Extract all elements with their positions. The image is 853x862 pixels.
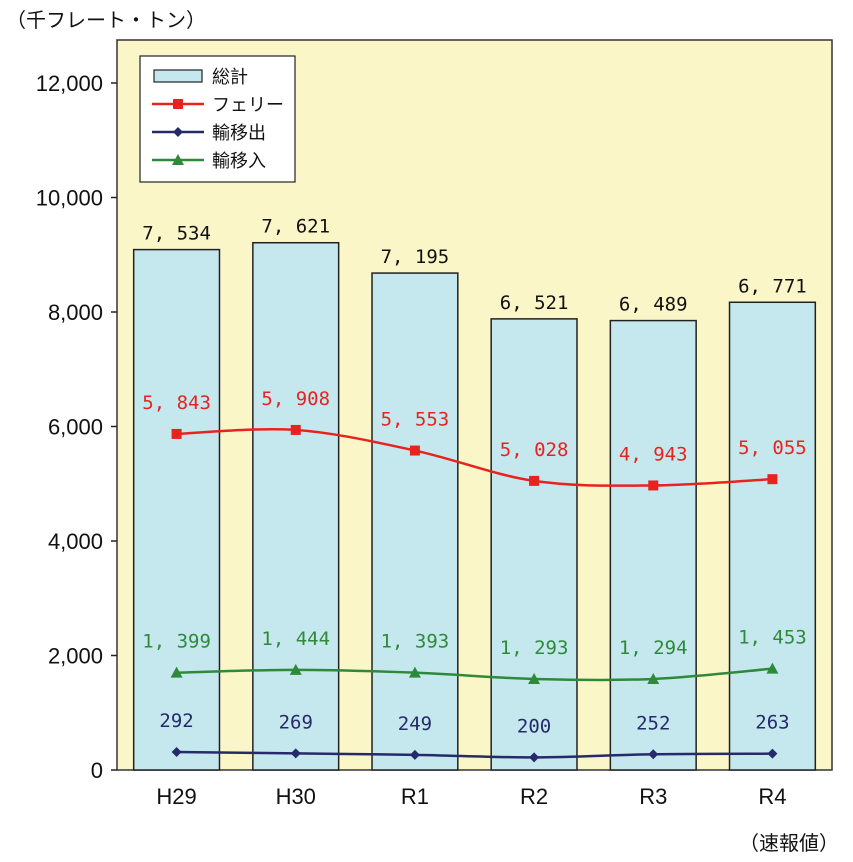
data-label-export: 252 xyxy=(636,712,670,734)
data-label-export: 249 xyxy=(398,713,432,735)
bar-total-data-label: 6, 521 xyxy=(500,292,569,314)
data-label-ferry: 5, 055 xyxy=(738,437,807,459)
bar-total xyxy=(252,241,340,771)
legend-marker-ferry xyxy=(173,99,183,109)
bar-total xyxy=(132,248,221,771)
legend-marker-import xyxy=(172,154,184,165)
data-label-export: 263 xyxy=(755,712,789,734)
point-export xyxy=(529,752,540,763)
point-export xyxy=(171,746,182,757)
legend-label-export: 輸移出 xyxy=(212,123,266,144)
data-label-import: 1, 293 xyxy=(500,637,569,659)
point-ferry xyxy=(290,424,301,435)
x-tick-label: R4 xyxy=(758,784,786,809)
point-import xyxy=(408,666,421,678)
y-tick-label: 4,000 xyxy=(48,529,103,554)
data-label-export: 200 xyxy=(517,715,551,737)
bar-total-data-label: 6, 489 xyxy=(619,294,688,316)
point-import xyxy=(170,666,183,678)
y-tick-label: 10,000 xyxy=(36,186,103,211)
bar-total-data-label: 6, 771 xyxy=(738,275,807,297)
legend-label-total: 総計 xyxy=(212,67,248,88)
data-label-ferry: 4, 943 xyxy=(619,443,688,465)
data-label-export: 269 xyxy=(279,711,313,733)
y-tick-label: 0 xyxy=(91,758,103,783)
x-tick-label: R3 xyxy=(639,784,667,809)
x-tick-label: H30 xyxy=(276,784,316,809)
point-ferry xyxy=(409,445,420,456)
bar-total-data-label: 7, 621 xyxy=(261,216,330,238)
data-label-import: 1, 393 xyxy=(381,631,450,653)
point-ferry xyxy=(767,474,778,485)
x-tick-label: R2 xyxy=(520,784,548,809)
bar-total xyxy=(609,319,697,771)
data-label-ferry: 5, 908 xyxy=(261,388,330,410)
data-label-ferry: 5, 843 xyxy=(142,392,211,414)
y-tick-label: 6,000 xyxy=(48,415,103,440)
point-export xyxy=(767,748,778,759)
bar-total xyxy=(728,301,817,771)
point-import xyxy=(528,672,541,684)
point-export xyxy=(290,748,301,759)
y-tick-label: 2,000 xyxy=(48,644,103,669)
x-tick-label: R1 xyxy=(401,784,429,809)
data-label-import: 1, 399 xyxy=(142,631,211,653)
point-export xyxy=(648,749,659,760)
legend-label-ferry: フェリー xyxy=(212,95,284,116)
point-ferry xyxy=(171,428,182,439)
legend-label-import: 輸移入 xyxy=(212,151,266,172)
preliminary-note: （速報値） xyxy=(739,831,839,855)
point-ferry xyxy=(529,475,540,486)
data-label-ferry: 5, 553 xyxy=(381,409,450,431)
bar-total-data-label: 7, 534 xyxy=(142,223,211,245)
legend-marker-export xyxy=(173,127,183,137)
bar-total xyxy=(371,272,459,771)
y-axis-unit-label: （千フレート・トン） xyxy=(6,8,206,32)
point-import xyxy=(647,672,660,684)
line-export xyxy=(176,750,773,759)
bar-total-data-label: 7, 195 xyxy=(381,246,450,268)
point-import xyxy=(766,662,779,674)
y-tick-label: 8,000 xyxy=(48,300,103,325)
bar-total xyxy=(490,318,578,771)
x-tick-label: H29 xyxy=(156,784,196,809)
data-label-import: 1, 453 xyxy=(738,627,807,649)
y-tick-label: 12,000 xyxy=(36,71,103,96)
data-label-import: 1, 294 xyxy=(619,637,688,659)
point-import xyxy=(289,663,302,675)
point-ferry xyxy=(648,480,659,491)
data-label-export: 292 xyxy=(159,710,193,732)
data-label-ferry: 5, 028 xyxy=(500,439,569,461)
line-ferry xyxy=(176,427,773,487)
data-label-import: 1, 444 xyxy=(261,628,330,650)
point-export xyxy=(409,749,420,760)
line-import xyxy=(176,667,773,682)
legend-swatch-total xyxy=(153,69,203,83)
